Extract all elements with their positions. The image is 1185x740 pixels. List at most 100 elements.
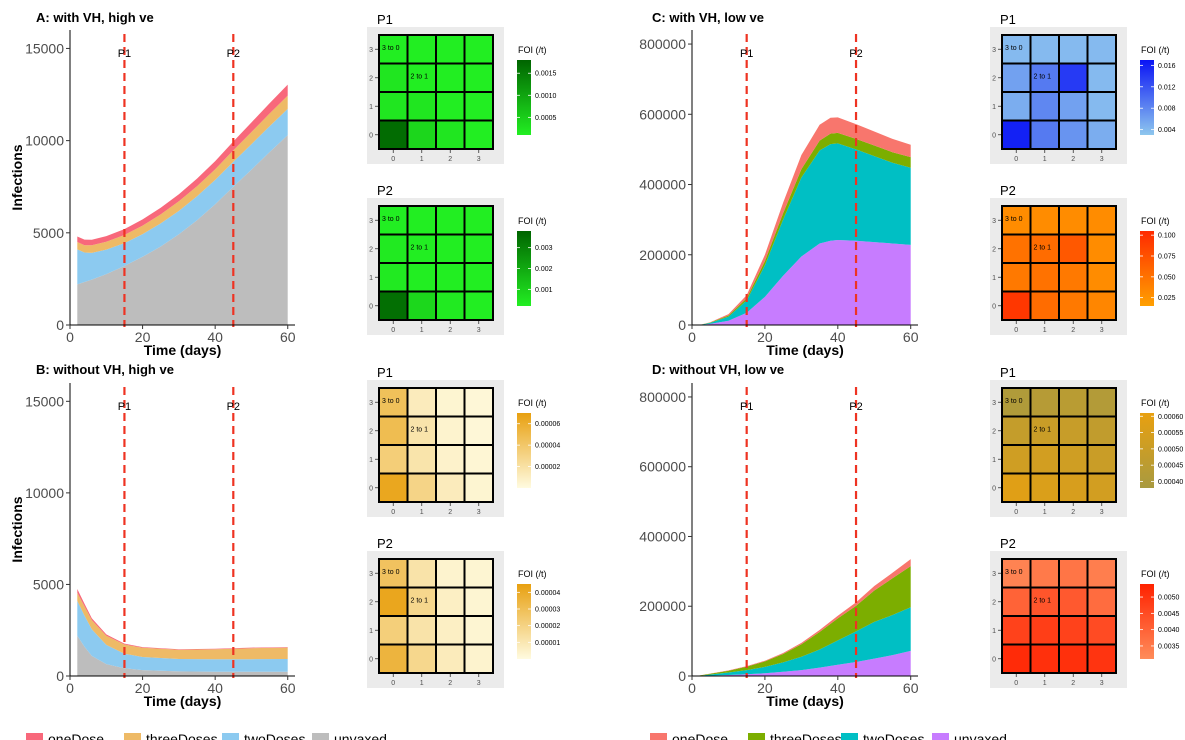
heatmap-y-tick-label: 0 <box>369 303 373 310</box>
colorbar-title: FOI (/t) <box>1141 45 1170 55</box>
heatmap-y-tick-label: 2 <box>369 599 373 606</box>
heatmap-title: P2 <box>377 183 393 198</box>
y-tick-label: 800000 <box>639 36 686 52</box>
colorbar-tick-label: 0.0040 <box>1158 627 1180 634</box>
heatmap-x-tick-label: 2 <box>1071 680 1075 687</box>
legend-label-unvaxed: unvaxed <box>954 731 1007 740</box>
heatmap-cell <box>463 34 494 65</box>
heatmap-cell <box>1086 62 1117 93</box>
heatmap-cell <box>1001 586 1032 617</box>
heatmap-x-tick-label: 3 <box>1100 509 1104 516</box>
heatmap-cell <box>1086 615 1117 646</box>
heatmap-x-tick-label: 0 <box>1014 680 1018 687</box>
x-tick-label: 0 <box>66 329 74 345</box>
legend-swatch-unvaxed <box>932 733 949 740</box>
heatmap-cell <box>463 615 494 646</box>
colorbar-tick-label: 0.002 <box>535 266 553 273</box>
cell-annotation: 2 to 1 <box>411 245 429 252</box>
heatmap-cell <box>378 233 409 264</box>
heatmap-x-tick-label: 1 <box>1043 680 1047 687</box>
heatmap-cell <box>463 91 494 122</box>
heatmap-y-tick-label: 3 <box>992 218 996 225</box>
vline-label: P2 <box>849 401 862 413</box>
heatmap-x-tick-label: 1 <box>1043 327 1047 334</box>
heatmap-cell <box>378 586 409 617</box>
area-chart-B: B: without VH, high ve P1 P2 0 5000 10000 1500… <box>9 362 296 709</box>
heatmap-A-P1: P1 3 to 0 2 to 1 0 1 2 3 0 1 2 3 FOI (/t) 0.0005 0.00… <box>367 12 557 164</box>
heatmap-cell <box>406 34 437 65</box>
heatmap-cell <box>463 62 494 93</box>
colorbar <box>1140 413 1154 488</box>
heatmap-cell <box>1086 119 1117 150</box>
area-chart-C: C: with VH, low ve P1 P2 0 200000 400000 60000… <box>639 10 918 358</box>
area-series-unvaxed <box>699 650 911 676</box>
heatmap-y-tick-label: 2 <box>369 75 373 82</box>
heatmap-x-tick-label: 3 <box>1100 156 1104 163</box>
heatmap-cell <box>463 415 494 446</box>
legend-label-threeDoses: threeDoses <box>146 731 218 740</box>
colorbar-title: FOI (/t) <box>1141 398 1170 408</box>
cell-annotation: 2 to 1 <box>1034 245 1052 252</box>
x-tick-label: 40 <box>207 329 223 345</box>
colorbar <box>517 413 531 488</box>
heatmap-x-tick-label: 2 <box>1071 156 1075 163</box>
colorbar-title: FOI (/t) <box>518 45 547 55</box>
y-tick-label: 200000 <box>639 247 686 263</box>
heatmap-cell <box>463 290 494 321</box>
cell-annotation: 2 to 1 <box>411 74 429 81</box>
heatmap-C-P2: P2 3 to 0 2 to 1 0 1 2 3 0 1 2 3 FOI (/t) 0.025 0.050… <box>990 183 1176 335</box>
heatmap-cell <box>1086 262 1117 293</box>
heatmap-y-tick-label: 0 <box>369 132 373 139</box>
colorbar <box>517 231 531 306</box>
heatmap-cell <box>435 558 466 589</box>
heatmap-cell <box>1001 558 1032 589</box>
legend-swatch-unvaxed <box>312 733 329 740</box>
chart-title: A: with VH, high ve <box>36 10 154 25</box>
colorbar-tick-label: 0.050 <box>1158 274 1176 281</box>
cell-annotation: 2 to 1 <box>411 427 429 434</box>
colorbar-tick-label: 0.0010 <box>535 93 557 100</box>
colorbar-tick-label: 0.075 <box>1158 254 1176 261</box>
heatmap-cell <box>435 119 466 150</box>
heatmap-cell <box>435 444 466 475</box>
heatmap-x-tick-label: 1 <box>420 509 424 516</box>
heatmap-cell <box>378 643 409 674</box>
heatmap-y-tick-label: 3 <box>369 47 373 54</box>
heatmap-y-tick-label: 3 <box>992 400 996 407</box>
heatmap-cell <box>1029 472 1060 503</box>
colorbar-tick-label: 0.0005 <box>535 115 557 122</box>
colorbar-title: FOI (/t) <box>518 569 547 579</box>
heatmap-cell <box>435 290 466 321</box>
area-series-threeDoses <box>77 592 288 660</box>
chart-title: D: without VH, low ve <box>652 362 784 377</box>
heatmap-cell <box>1086 387 1117 418</box>
heatmap-cell <box>435 91 466 122</box>
heatmap-cell <box>1058 91 1089 122</box>
vline-label: P1 <box>118 48 131 60</box>
x-tick-label: 20 <box>757 329 773 345</box>
x-tick-label: 60 <box>280 680 296 696</box>
heatmap-cell <box>406 233 437 264</box>
x-axis-label: Time (days) <box>766 342 844 358</box>
heatmap-cell <box>463 472 494 503</box>
x-tick-label: 60 <box>903 329 919 345</box>
heatmap-cell <box>1058 290 1089 321</box>
heatmap-x-tick-label: 2 <box>448 680 452 687</box>
heatmap-cell <box>1086 415 1117 446</box>
heatmap-cell <box>1001 290 1032 321</box>
heatmap-x-tick-label: 2 <box>448 156 452 163</box>
colorbar-tick-label: 0.100 <box>1158 233 1176 240</box>
vline-label: P1 <box>740 401 753 413</box>
legend-label-twoDoses: twoDoses <box>863 731 924 740</box>
heatmap-cell <box>463 643 494 674</box>
cell-annotation: 3 to 0 <box>1005 398 1023 405</box>
heatmap-cell <box>435 262 466 293</box>
heatmap-cell <box>1058 387 1089 418</box>
heatmap-cell <box>406 62 437 93</box>
heatmap-x-tick-label: 0 <box>391 509 395 516</box>
legend-swatch-threeDoses <box>124 733 141 740</box>
heatmap-x-tick-label: 3 <box>477 680 481 687</box>
colorbar-tick-label: 0.00050 <box>1158 446 1183 453</box>
heatmap-title: P1 <box>1000 12 1016 27</box>
